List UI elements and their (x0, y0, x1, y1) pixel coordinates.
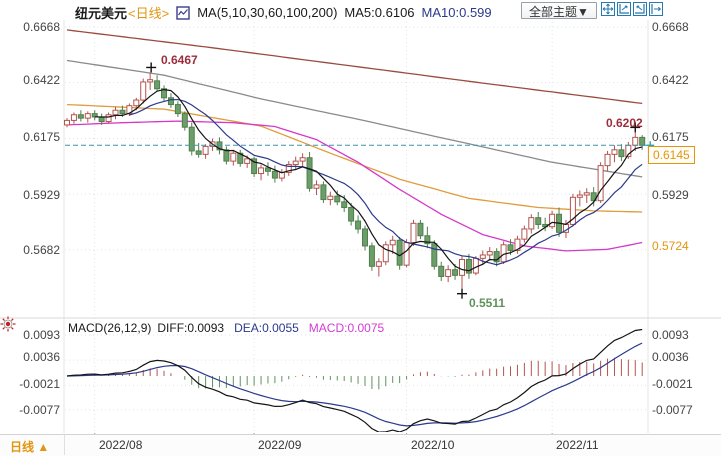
x-axis-label: 2022/08 (99, 438, 143, 452)
time-axis-bar (0, 434, 721, 456)
macd-dea-value: DEA:0.0055 (234, 321, 299, 335)
x-axis-label: 2022/11 (556, 438, 599, 452)
dea-line (66, 342, 643, 427)
ma30-value-label: 0.5724 (652, 239, 689, 253)
axis-label: -0.0021 (652, 377, 693, 391)
indicator-settings-button[interactable] (0, 316, 17, 333)
ma-settings-label: MA(5,10,30,60,100,200) (197, 5, 338, 20)
axis-label: -0.0021 (19, 377, 60, 391)
macd-layer (66, 328, 643, 432)
axis-label: 0.6668 (23, 20, 60, 34)
divider (64, 435, 65, 455)
cross-marker (457, 288, 468, 299)
period-tag: <日线> (128, 6, 170, 21)
symbol-title: 纽元美元 (75, 6, 128, 21)
ma60-line (66, 103, 643, 213)
chart-header: 纽元美元 <日线> MA(5,10,30,60,100,200) MA5:0.61… (75, 3, 492, 22)
axis-label: 0.5929 (652, 188, 689, 202)
macd-params-label: MACD(26,12,9) (68, 321, 152, 335)
indicator-settings-icon (0, 316, 16, 332)
current-price-tag: 0.6145 (648, 146, 695, 164)
ma200-line (66, 29, 643, 105)
macd-diff-value: DIFF:0.0093 (157, 321, 225, 335)
pan-icon (602, 3, 614, 15)
axis-label: 0.0093 (652, 328, 689, 342)
macd-header: MACD(26,12,9) DIFF:0.0093 DEA:0.0055 MAC… (68, 321, 384, 335)
macd-hist-value: MACD:0.0075 (308, 321, 385, 335)
scale-right-axis-icon (635, 4, 645, 14)
fast-ma-lines (94, 88, 643, 272)
scale-left-axis-icon (619, 4, 629, 14)
recent-high-annotation: 0.6202 (606, 116, 643, 130)
themes-dropdown[interactable]: 全部主题▼ (521, 2, 597, 19)
x-axis-label: 2022/10 (411, 438, 455, 452)
diff-line (66, 328, 643, 432)
axis-label: 0.5929 (23, 188, 60, 202)
axis-label: 0.6668 (652, 20, 689, 34)
cross-marker (146, 62, 157, 73)
ma5-value: MA5:0.6106 (344, 5, 415, 20)
period-selector-button[interactable]: 日线 ▲ (10, 440, 50, 454)
ma100-line (66, 59, 643, 178)
ma30-line (66, 120, 643, 252)
axis-label: 0.6422 (652, 73, 689, 87)
pan-right-icon (651, 4, 661, 14)
x-axis-label: 2022/09 (258, 438, 302, 452)
scale-left-axis-button[interactable] (617, 2, 631, 16)
ma10-value: MA10:0.599 (421, 5, 492, 20)
pan-button[interactable] (601, 2, 615, 16)
axis-label: 0.0036 (652, 350, 689, 364)
axis-label: 0.6175 (652, 130, 689, 144)
ma5-line (94, 88, 643, 272)
kline-icon (176, 5, 190, 20)
pan-right-button[interactable] (649, 2, 663, 16)
cross-marker (630, 122, 641, 133)
ma10-line (129, 98, 643, 266)
axis-label: 0.0036 (23, 350, 60, 364)
axis-label: 0.6422 (23, 73, 60, 87)
slow-ma-lines (66, 29, 643, 252)
low-price-annotation: 0.5511 (469, 296, 506, 310)
scale-right-axis-button[interactable] (633, 2, 647, 16)
axis-label: 0.5682 (23, 243, 60, 257)
peak-price-annotation: 0.6467 (161, 53, 198, 67)
axis-label: 0.0093 (23, 328, 60, 342)
candles-layer (64, 72, 646, 289)
axis-label: 0.6175 (23, 130, 60, 144)
axis-label: -0.0077 (652, 403, 693, 417)
axis-label: -0.0077 (19, 403, 60, 417)
